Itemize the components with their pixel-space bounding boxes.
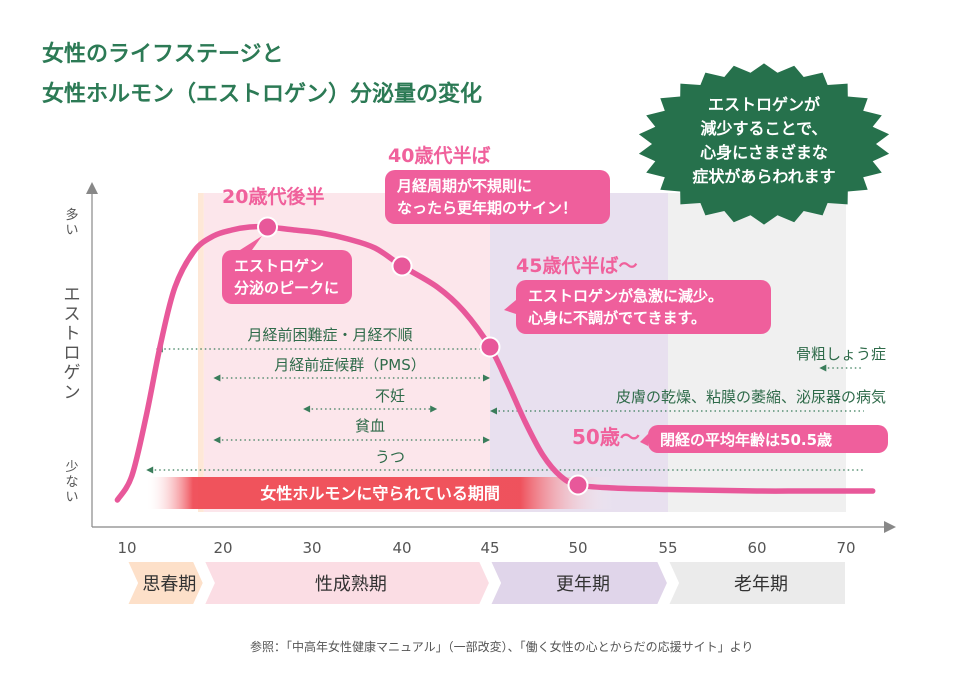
x-tick-label: 45: [480, 539, 499, 557]
symptom-label: 骨粗しょう症: [796, 345, 886, 363]
x-tick-label: 60: [747, 539, 766, 557]
symptom-arrow-left: [303, 405, 311, 413]
x-tick-label: 20: [213, 539, 232, 557]
stage-arrow: [488, 560, 670, 606]
stage-arrow: [666, 560, 847, 606]
symptom-arrow-left: [213, 374, 221, 382]
stage-band-0: [198, 193, 204, 512]
stage-label: 思春期: [142, 574, 196, 595]
y-axis-label: エストロゲン: [64, 285, 81, 403]
stage-label: 性成熟期: [315, 574, 387, 595]
svg-text:少: 少: [65, 460, 78, 475]
svg-text:ゲ: ゲ: [64, 363, 81, 383]
callout-age-label: 20歳代後半: [222, 185, 324, 208]
x-tick-label: 10: [117, 539, 136, 557]
callout-box: [648, 425, 888, 453]
burst-text: 症状があらわれます: [692, 167, 835, 186]
symptom-arrow-left: [490, 407, 497, 415]
stage-label: 老年期: [734, 574, 788, 595]
x-tick-label: 40: [392, 539, 411, 557]
stage-arrow: [202, 560, 492, 606]
callout-text: なったら更年期のサイン！: [397, 199, 577, 217]
y-axis-arrow: [86, 182, 98, 194]
chart-title-line2: 女性ホルモン（エストロゲン）分泌量の変化: [42, 82, 483, 107]
svg-text:い: い: [65, 490, 78, 505]
callout-text: 心身に不調がでてきます。: [528, 309, 706, 327]
y-low-label: 少ない: [65, 460, 78, 505]
symptom-label: 不妊: [375, 387, 405, 405]
peak-point: [257, 216, 278, 238]
x-tick-label: 55: [658, 539, 677, 557]
callout-tail: [640, 434, 648, 446]
callout-box: [385, 170, 610, 224]
callout-box: [516, 280, 771, 334]
peak-point: [391, 255, 413, 277]
symptom-arrow-right: [483, 374, 490, 382]
x-tick-label: 70: [836, 539, 855, 557]
symptom-label: 貧血: [355, 417, 385, 435]
symptom-label: 月経前症候群（PMS）: [274, 356, 426, 374]
symptom-arrow-right: [430, 405, 438, 413]
callout-age-label: 40歳代半ば: [388, 144, 490, 167]
protected-period-bar: [146, 477, 614, 509]
symptom-label: 皮膚の乾燥、粘膜の萎縮、泌尿器の病気: [616, 388, 886, 406]
callout-text: 閉経の平均年齢は50.5歳: [660, 431, 832, 449]
svg-text:い: い: [65, 223, 78, 238]
stage-band-2: [490, 193, 668, 512]
svg-text:ン: ン: [64, 383, 81, 403]
y-high-label: 多い: [65, 207, 78, 238]
burst-text: 減少することで、: [701, 119, 828, 138]
x-tick-label: 30: [302, 539, 321, 557]
svg-text:ロ: ロ: [64, 344, 81, 364]
callout-tail: [504, 300, 516, 314]
callout-text: 月経周期が不規則に: [396, 177, 532, 195]
callout-box: [222, 250, 352, 304]
stage-band-3: [668, 193, 846, 512]
protected-period-label: 女性ホルモンに守られている期間: [260, 484, 500, 503]
stage-arrow: [125, 560, 205, 606]
symptom-arrow-right: [483, 436, 490, 444]
symptom-arrow-left: [213, 436, 221, 444]
callout-text: エストロゲン: [234, 257, 324, 275]
svg-text:多: 多: [65, 207, 78, 223]
x-axis-arrow: [884, 521, 896, 533]
svg-text:ト: ト: [64, 324, 81, 344]
source-note: 参照：「中高年女性健康マニュアル」（一部改変）、「働く女性の心とからだの応援サイ…: [250, 640, 754, 654]
chart-title-line1: 女性のライフステージと: [42, 42, 284, 67]
symptom-label: 月経前困難症・月経不順: [247, 326, 412, 344]
burst-text: 心身にさまざまな: [700, 143, 828, 162]
peak-point: [567, 474, 589, 496]
x-tick-label: 50: [568, 539, 587, 557]
symptom-label: うつ: [375, 448, 405, 466]
callout-text: エストロゲンが急激に減少。: [528, 287, 723, 305]
callout-text: 分泌のピークに: [234, 279, 339, 297]
svg-text:エ: エ: [64, 285, 81, 305]
callout-age-label: 45歳代半ば～: [516, 254, 637, 277]
stage-label: 更年期: [556, 574, 610, 595]
callout-age-label: 50歳～: [572, 425, 640, 449]
burst-text: エストロゲンが: [708, 95, 820, 114]
callout-tail: [240, 236, 262, 250]
symptom-arrow-left: [146, 466, 154, 474]
peak-point: [479, 336, 501, 358]
burst-badge: [638, 63, 890, 225]
svg-text:ス: ス: [64, 305, 81, 325]
symptom-arrow-left: [819, 364, 827, 372]
svg-text:な: な: [65, 475, 78, 490]
